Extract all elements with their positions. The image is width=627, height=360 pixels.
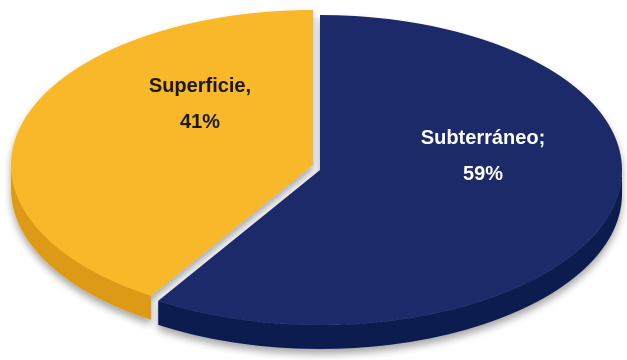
pie-slice-superficie — [11, 10, 314, 320]
slice-value-subterraneo: 59% — [463, 163, 503, 185]
pie-slice-subterraneo-side — [158, 170, 623, 349]
slice-value-superficie: 41% — [180, 111, 220, 133]
slice-label-superficie: Superficie, — [149, 75, 251, 97]
pie-slice-subterraneo — [158, 15, 623, 349]
pie-slice-superficie-top — [11, 10, 314, 296]
pie-slice-subterraneo-top — [158, 15, 623, 325]
slice-label-subterraneo: Subterráneo; — [421, 127, 545, 149]
pie-slice-superficie-side — [11, 165, 152, 320]
